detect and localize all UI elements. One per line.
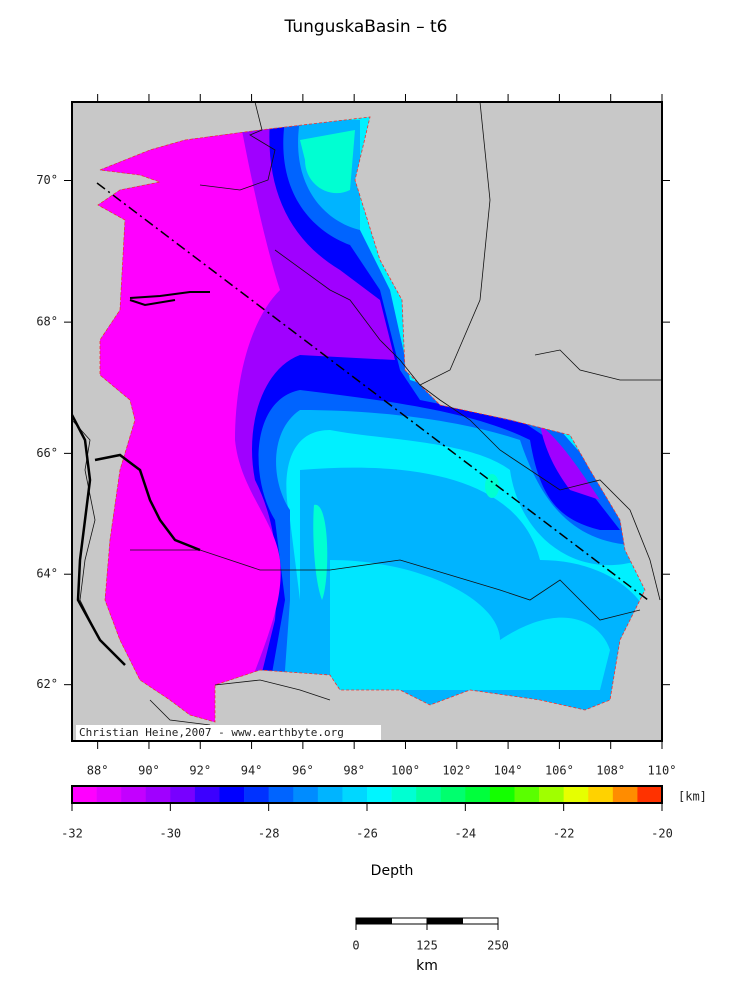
colorbar-swatch [465,786,491,803]
scalebar-tick-label: 250 [487,939,509,953]
colorbar-swatch [268,786,294,803]
colorbar-swatch [367,786,392,803]
colorbar-swatch [563,786,589,803]
colorbar-swatch [342,786,368,803]
colorbar-swatch [489,786,515,803]
x-tick-label: 98° [343,764,365,778]
scalebar-segment [426,917,463,925]
colorbar-unit: [km] [678,790,707,804]
x-tick-label: 106° [545,764,574,778]
colorbar-tick-label: -30 [159,827,181,841]
colorbar-swatch [416,786,442,803]
colorbar-swatch [637,786,663,803]
x-tick-label: 96° [292,764,314,778]
map-frame [71,101,663,742]
scalebar-unit: km [416,958,438,974]
title: TunguskaBasin – t6 [284,17,448,37]
colorbar-swatch [121,786,147,803]
scalebar-tick-label: 0 [352,939,359,953]
colorbar-swatch [440,786,466,803]
colorbar-label: Depth [371,863,414,879]
y-tick-label: 70° [36,173,58,187]
y-tick-label: 68° [36,315,58,329]
borders [70,101,662,726]
basin-outline [97,116,646,723]
y-tick-label: 64° [36,567,58,581]
x-tick-label: 104° [494,764,523,778]
x-tick-label: 110° [648,764,677,778]
x-tick-label: 100° [391,764,420,778]
scalebar-segment [462,917,499,925]
y-tick-label: 62° [36,677,58,691]
colorbar-tick-label: -32 [61,827,83,841]
colorbar-swatch [194,786,220,803]
colorbar-tick-label: -26 [356,827,378,841]
x-tick-label: 92° [189,764,211,778]
colorbar-swatch [539,786,564,803]
colorbar-swatch [588,786,614,803]
colorbar-swatch [612,786,638,803]
scalebar-segment [391,917,428,925]
colorbar-tick-label: -20 [651,827,673,841]
x-tick-label: 90° [138,764,160,778]
colorbar-swatch [145,786,171,803]
colorbar-swatch [170,786,196,803]
credit-box [76,725,381,740]
colorbar-swatch [293,786,319,803]
x-tick-label: 94° [241,764,263,778]
y-tick-label: 66° [36,446,58,460]
x-tick-label: 88° [87,764,109,778]
scalebar-tick-label: 125 [416,939,438,953]
colorbar-tick-label: -28 [258,827,280,841]
generated: 88° 90° 92° 94° 96° 98° 100° 102° 104° 106° 108° 11… [36,94,676,953]
colorbar-swatch [391,786,417,803]
colorbar-swatch [72,786,97,803]
scalebar-segment [355,917,392,925]
x-tick-label: 108° [596,764,625,778]
colorbar-tick-label: -22 [553,827,575,841]
colorbar-swatch [514,786,540,803]
colorbar-swatch [317,786,343,803]
x-tick-label: 102° [442,764,471,778]
credit: Christian Heine,2007 - www.earthbyte.org [79,726,344,739]
colorbar-swatch [219,786,245,803]
profile-line [96,182,649,601]
colorbar-tick-label: -24 [454,827,476,841]
colorbar-swatch [244,786,269,803]
colorbar-swatch [96,786,122,803]
